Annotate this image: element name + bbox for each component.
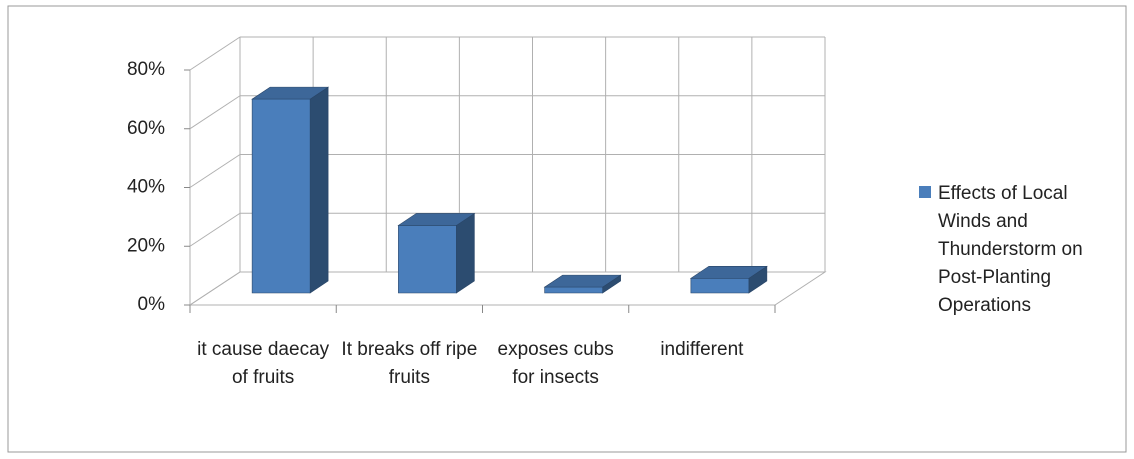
grid-line	[189, 36, 241, 71]
x-tick-label: it cause daecay of fruits	[197, 339, 330, 388]
grid-line	[189, 95, 241, 130]
bar-side	[456, 212, 475, 294]
y-tick-label: 20%	[127, 235, 165, 256]
bar	[543, 274, 622, 294]
x-tick-label: indifferent	[660, 339, 744, 360]
bar-front	[544, 286, 603, 294]
bar-front	[251, 98, 311, 294]
grid-line	[189, 154, 241, 188]
bar-front	[690, 278, 750, 294]
y-tick-label: 80%	[127, 59, 165, 80]
frame	[7, 5, 1127, 453]
bar	[251, 86, 330, 294]
bar	[397, 212, 476, 294]
bar-side	[309, 86, 329, 294]
grid-line	[189, 271, 241, 306]
grid-line	[189, 212, 241, 247]
bar-front	[398, 225, 457, 294]
x-tick-label: exposes cubs for insects	[497, 339, 614, 388]
legend-label: Effects of Local Winds and Thunderstorm …	[938, 183, 1083, 316]
y-tick-label: 40%	[127, 177, 165, 198]
y-tick-label: 60%	[127, 118, 165, 139]
y-tick-label: 0%	[138, 294, 166, 315]
bar	[689, 265, 768, 294]
x-tick-label: It breaks off ripe fruits	[341, 339, 478, 388]
legend-swatch	[919, 186, 931, 198]
